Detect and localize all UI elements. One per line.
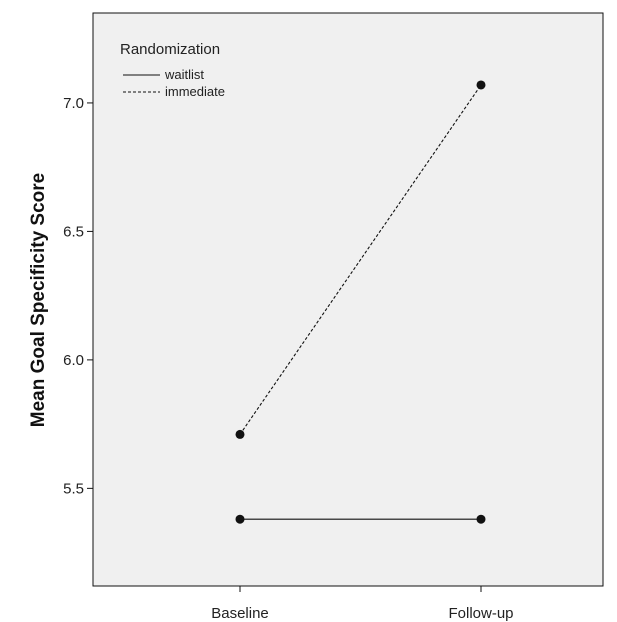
y-axis: 5.5 6.0 6.5 7.0	[63, 95, 93, 497]
data-point-waitlist-baseline	[235, 514, 245, 524]
legend-items: waitlist immediate	[123, 67, 225, 99]
y-tick-label: 5.5	[63, 480, 84, 497]
data-point-immediate-baseline	[235, 429, 245, 439]
y-tick-label: 7.0	[63, 95, 84, 112]
series-line-immediate	[239, 84, 482, 435]
x-axis: Baseline Follow-up	[211, 586, 514, 622]
x-tick-label: Baseline	[211, 605, 269, 622]
y-axis-title: Mean Goal Specificity Score	[28, 173, 49, 427]
data-point-waitlist-follow-up	[476, 514, 486, 524]
legend-title: Randomization	[120, 41, 220, 58]
plot-panel	[92, 12, 604, 587]
legend-label-waitlist: waitlist	[164, 67, 204, 82]
series-layer	[235, 80, 486, 524]
y-tick-label: 6.0	[63, 352, 84, 369]
legend-label-immediate: immediate	[165, 84, 225, 99]
y-tick-label: 6.5	[63, 223, 84, 240]
data-point-immediate-follow-up	[476, 80, 486, 90]
x-tick-label: Follow-up	[448, 605, 513, 622]
legend: Randomization waitlist immediate	[120, 41, 225, 99]
